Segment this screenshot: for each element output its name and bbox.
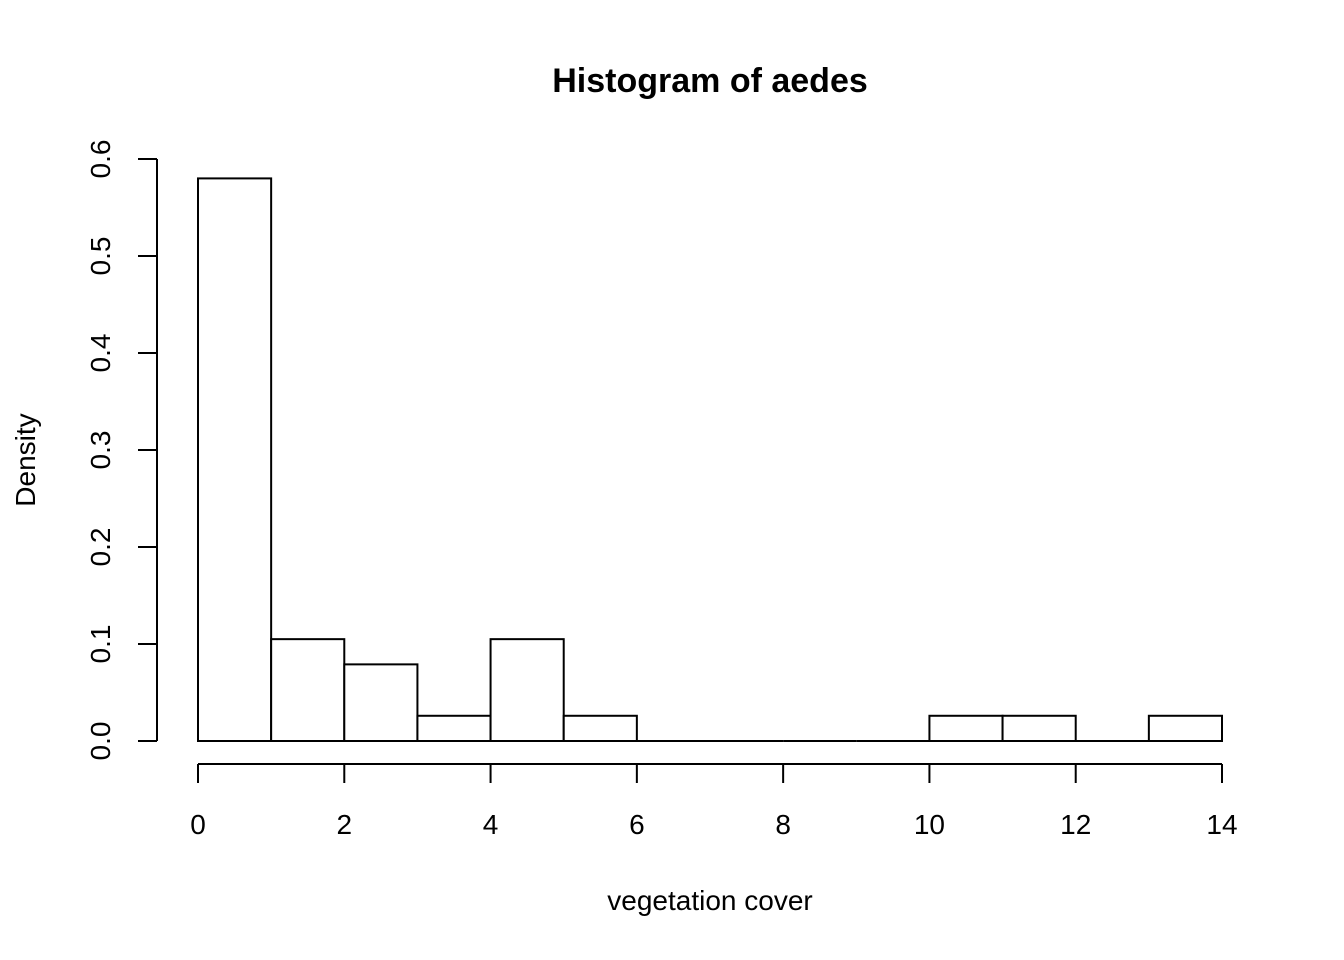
histogram-bar-2 bbox=[343, 663, 419, 742]
x-tick-label: 12 bbox=[1060, 809, 1091, 840]
histogram-bar-5 bbox=[562, 714, 638, 743]
histogram-bar-1 bbox=[270, 638, 346, 743]
y-tick-label: 0.2 bbox=[85, 528, 116, 567]
y-tick-label: 0.4 bbox=[85, 334, 116, 373]
y-axis-title: Density bbox=[10, 413, 41, 506]
x-tick-label: 8 bbox=[775, 809, 791, 840]
histogram-bar-11 bbox=[1001, 714, 1077, 743]
histogram-bar-4 bbox=[489, 638, 565, 743]
histogram-bar-13 bbox=[1147, 714, 1224, 743]
y-axis: 0.0 0.1 0.2 0.3 0.4 0.5 0.6 bbox=[85, 140, 158, 761]
x-axis-title: vegetation cover bbox=[607, 885, 812, 916]
chart-title: Histogram of aedes bbox=[552, 62, 868, 100]
x-tick-label: 0 bbox=[190, 809, 206, 840]
bars-group bbox=[197, 177, 1224, 743]
y-tick-label: 0.1 bbox=[85, 625, 116, 664]
x-tick-label: 2 bbox=[336, 809, 352, 840]
x-tick-label: 14 bbox=[1206, 809, 1237, 840]
x-axis: 0 2 4 6 8 10 12 14 bbox=[190, 763, 1238, 840]
histogram-bar-10 bbox=[928, 714, 1004, 743]
histogram-bar-0 bbox=[197, 177, 273, 742]
x-tick-label: 6 bbox=[629, 809, 645, 840]
y-tick-label: 0.3 bbox=[85, 431, 116, 470]
x-tick-label: 10 bbox=[914, 809, 945, 840]
y-tick-label: 0.5 bbox=[85, 237, 116, 276]
histogram-bar-3 bbox=[416, 714, 492, 743]
x-tick-label: 4 bbox=[483, 809, 499, 840]
y-tick-label: 0.6 bbox=[85, 140, 116, 179]
y-tick-label: 0.0 bbox=[85, 722, 116, 761]
